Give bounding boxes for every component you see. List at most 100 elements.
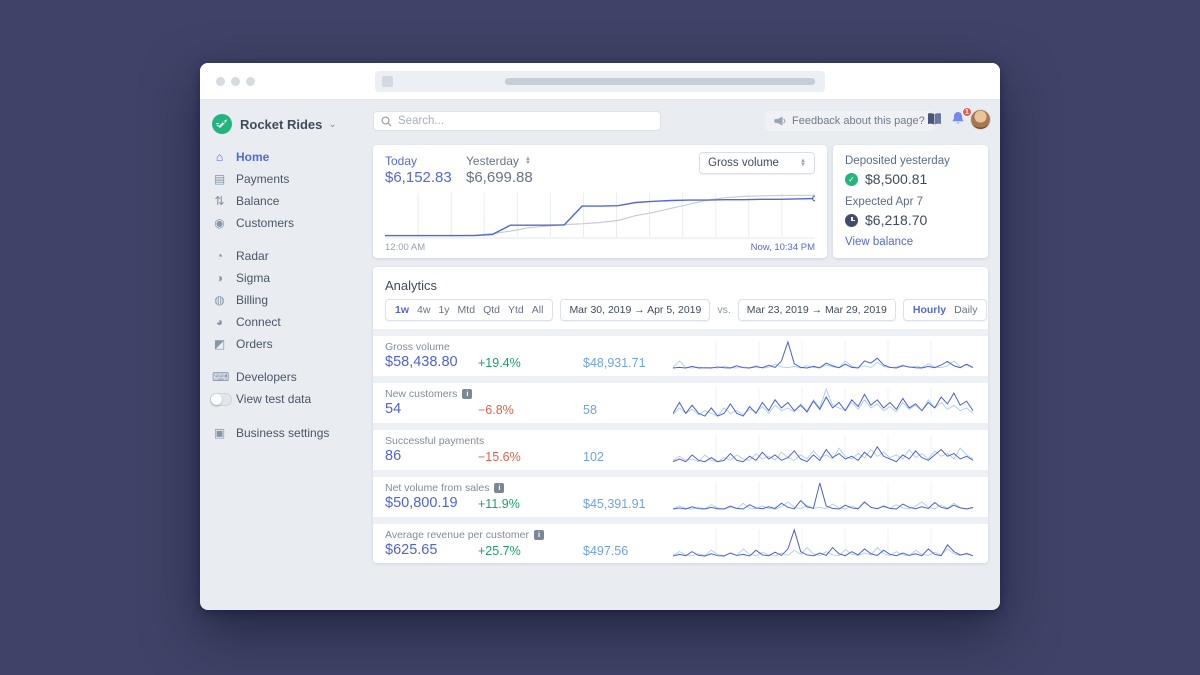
- sidebar: Rocket Rides ⌄ ⌂ Home ▤ Payments ⇅ Balance ◉ Cu…: [200, 100, 373, 455]
- sidebar-item-billing[interactable]: ◍ Billing: [200, 289, 373, 311]
- search-box[interactable]: [373, 111, 661, 131]
- date-range-compare[interactable]: Mar 23, 2019 → Mar 29, 2019: [737, 299, 896, 321]
- metric-label: Average revenue per customer i: [385, 529, 544, 541]
- connect-icon: ◕: [215, 315, 224, 329]
- account-switcher[interactable]: Rocket Rides ⌄: [200, 110, 373, 146]
- today-tab[interactable]: Today: [385, 154, 418, 168]
- today-value: $6,152.83: [385, 169, 452, 186]
- period-qtd[interactable]: Qtd: [483, 304, 500, 316]
- sidebar-item-radar[interactable]: ◔ Radar: [200, 245, 373, 267]
- metric-sparkline-chart: [673, 434, 974, 465]
- sidebar-item-business-settings[interactable]: ▣ Business settings: [200, 422, 373, 444]
- sidebar-item-sigma[interactable]: ◑ Sigma: [200, 267, 373, 289]
- metric-change: −6.8%: [478, 403, 514, 417]
- customers-icon: ◉: [214, 216, 225, 230]
- deposited-label: Deposited yesterday: [845, 155, 950, 167]
- metric-row-net-volume-from-sales[interactable]: Net volume from sales i $50,800.19 +11.9%…: [373, 477, 988, 517]
- granularity-hourly[interactable]: Hourly: [912, 304, 947, 316]
- feedback-button[interactable]: Feedback about this page?: [765, 111, 934, 131]
- url-text-placeholder: [505, 78, 815, 85]
- traffic-light-close[interactable]: [216, 77, 225, 86]
- metric-change: −15.6%: [478, 450, 521, 464]
- period-4w[interactable]: 4w: [417, 304, 431, 316]
- sidebar-item-developers[interactable]: ⌨ Developers: [200, 366, 373, 388]
- docs-button[interactable]: [927, 112, 942, 131]
- billing-icon: ◍: [214, 293, 225, 307]
- sidebar-item-label: Customers: [236, 216, 295, 230]
- x-axis-start-label: 12:00 AM: [385, 242, 426, 253]
- info-icon[interactable]: i: [494, 483, 505, 493]
- clock-icon: [845, 213, 858, 227]
- bell-icon: [952, 112, 964, 124]
- metric-compare-value: 58: [583, 403, 597, 417]
- docs-book-icon: [928, 113, 941, 125]
- period-mtd[interactable]: Mtd: [457, 304, 476, 316]
- payments-icon: ▤: [213, 172, 226, 186]
- browser-chrome: [200, 63, 1000, 100]
- metric-compare-value: $497.56: [583, 544, 629, 558]
- sidebar-item-payments[interactable]: ▤ Payments: [200, 168, 373, 190]
- sidebar-item-label: Billing: [236, 293, 269, 307]
- info-icon[interactable]: i: [462, 389, 473, 399]
- browser-url-bar[interactable]: [375, 71, 825, 92]
- account-name: Rocket Rides: [240, 116, 323, 132]
- yesterday-value: $6,699.88: [466, 169, 533, 186]
- sidebar-item-label: Balance: [236, 194, 280, 208]
- sidebar-item-label: View test data: [236, 392, 312, 406]
- traffic-light-maximize[interactable]: [246, 77, 255, 86]
- metric-row-gross-volume[interactable]: Gross volume $58,438.80 +19.4% $48,931.7…: [373, 336, 988, 376]
- period-1y[interactable]: 1y: [438, 304, 450, 316]
- sidebar-item-connect[interactable]: ◕ Connect: [200, 311, 373, 333]
- date-range-primary[interactable]: Mar 30, 2019 → Apr 5, 2019: [560, 299, 711, 321]
- analytics-card: Analytics 1w 4w 1y Mtd Qtd Ytd All Mar 30, 201…: [373, 267, 988, 563]
- view-balance-link[interactable]: View balance: [845, 236, 914, 248]
- notifications-button[interactable]: 1: [951, 107, 972, 127]
- info-icon[interactable]: i: [533, 530, 544, 540]
- metric-row-successful-payments[interactable]: Successful payments 86 −15.6% 102: [373, 430, 988, 470]
- dashboard-app: Rocket Rides ⌄ ⌂ Home ▤ Payments ⇅ Balance ◉ Cu…: [200, 100, 1000, 610]
- granularity-daily[interactable]: Daily: [954, 304, 978, 316]
- sort-arrows-icon: ▲ ▼: [524, 156, 531, 166]
- metric-label: Gross volume: [385, 341, 450, 353]
- user-avatar[interactable]: [970, 109, 991, 130]
- metric-compare-value: 102: [583, 450, 604, 464]
- search-input[interactable]: [398, 115, 653, 127]
- select-arrows-icon: ▲ ▼: [800, 158, 806, 168]
- metric-label: Successful payments: [385, 435, 485, 447]
- developers-icon: ⌨: [212, 370, 230, 384]
- sidebar-item-label: Connect: [236, 315, 281, 329]
- metric-row-average-revenue-per-customer[interactable]: Average revenue per customer i $625.65 +2…: [373, 524, 988, 563]
- metric-row-new-customers[interactable]: New customers i 54 −6.8% 58: [373, 383, 988, 423]
- sidebar-item-label: Orders: [236, 337, 273, 351]
- sidebar-item-label: Home: [236, 150, 270, 164]
- sidebar-nav: ⌂ Home ▤ Payments ⇅ Balance ◉ Customers ◔ Radar ◑ S…: [200, 146, 373, 444]
- period-all[interactable]: All: [531, 304, 544, 316]
- vs-label: vs.: [717, 304, 731, 316]
- yesterday-tab[interactable]: Yesterday ▲ ▼: [466, 154, 531, 168]
- period-1w[interactable]: 1w: [395, 304, 410, 316]
- deposited-value: $8,500.81: [865, 171, 928, 187]
- sidebar-item-orders[interactable]: ◩ Orders: [200, 333, 373, 355]
- rocket-rides-logo-icon: [212, 114, 232, 134]
- period-ytd[interactable]: Ytd: [508, 304, 524, 316]
- feedback-label: Feedback about this page?: [792, 115, 925, 127]
- period-segmented-control: 1w 4w 1y Mtd Qtd Ytd All: [385, 299, 554, 321]
- sigma-icon: ◑: [215, 271, 224, 285]
- sidebar-item-customers[interactable]: ◉ Customers: [200, 212, 373, 234]
- sidebar-item-view-test-data[interactable]: View test data: [200, 388, 373, 410]
- expected-label: Expected Apr 7: [845, 196, 923, 208]
- yesterday-label: Yesterday: [466, 154, 519, 168]
- metric-value: 86: [385, 448, 402, 464]
- traffic-light-minimize[interactable]: [231, 77, 240, 86]
- test-data-toggle[interactable]: [210, 392, 232, 406]
- check-circle-icon: ✓: [845, 172, 858, 186]
- metric-value: $625.65: [385, 542, 438, 558]
- site-favicon-placeholder: [382, 76, 393, 87]
- orders-icon: ◩: [213, 337, 226, 351]
- sidebar-item-home[interactable]: ⌂ Home: [200, 146, 373, 168]
- metric-value: 54: [385, 401, 402, 417]
- business-settings-icon: ▣: [213, 426, 226, 440]
- metric-select-dropdown[interactable]: Gross volume ▲ ▼: [699, 152, 815, 174]
- sidebar-item-balance[interactable]: ⇅ Balance: [200, 190, 373, 212]
- metric-label: Net volume from sales i: [385, 482, 505, 494]
